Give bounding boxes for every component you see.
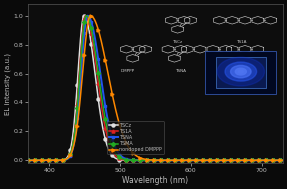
- TSCz: [144, 159, 147, 161]
- nondoped DMPPP: [39, 159, 43, 161]
- TSCz: [274, 159, 277, 161]
- TSCz: [82, 15, 86, 17]
- Line: TS1A: TS1A: [27, 14, 284, 162]
- nondoped DMPPP: [227, 159, 230, 161]
- TSCz: [26, 159, 30, 161]
- TS1A: [144, 159, 147, 161]
- nondoped DMPPP: [144, 158, 147, 160]
- Line: TSMA: TSMA: [27, 14, 284, 162]
- TSCz: [227, 159, 230, 161]
- nondoped DMPPP: [26, 159, 30, 161]
- Line: TSNA: TSNA: [27, 14, 284, 162]
- Line: nondoped DMPPP: nondoped DMPPP: [27, 14, 284, 162]
- TSNA: [86, 15, 89, 17]
- TSMA: [26, 159, 30, 161]
- TSCz: [150, 159, 154, 161]
- TSMA: [150, 159, 154, 161]
- TSMA: [274, 159, 277, 161]
- TSMA: [84, 15, 88, 17]
- TSMA: [227, 159, 230, 161]
- TS1A: [84, 15, 87, 17]
- TS1A: [227, 159, 230, 161]
- TSNA: [26, 159, 30, 161]
- nondoped DMPPP: [281, 159, 284, 161]
- TS1A: [281, 159, 284, 161]
- TS1A: [39, 159, 43, 161]
- TSNA: [144, 159, 147, 161]
- Line: TSCz: TSCz: [27, 14, 284, 162]
- TSNA: [274, 159, 277, 161]
- TSNA: [274, 159, 277, 161]
- TS1A: [274, 159, 277, 161]
- TSNA: [281, 159, 284, 161]
- TS1A: [274, 159, 277, 161]
- TSCz: [274, 159, 277, 161]
- Y-axis label: EL intensity (a.u.): EL intensity (a.u.): [4, 53, 11, 115]
- nondoped DMPPP: [274, 159, 277, 161]
- nondoped DMPPP: [274, 159, 277, 161]
- TS1A: [150, 159, 154, 161]
- TSMA: [144, 159, 147, 161]
- X-axis label: Wavelength (nm): Wavelength (nm): [123, 176, 189, 185]
- TSMA: [39, 159, 43, 161]
- TSNA: [227, 159, 230, 161]
- TSCz: [281, 159, 284, 161]
- TSNA: [150, 159, 154, 161]
- TS1A: [26, 159, 30, 161]
- nondoped DMPPP: [89, 15, 92, 17]
- TSNA: [39, 159, 43, 161]
- TSCz: [39, 159, 43, 161]
- TSMA: [281, 159, 284, 161]
- TSMA: [274, 159, 277, 161]
- Legend: TSCz, TS1A, TSNA, TSMA, nondoped DMPPP: TSCz, TS1A, TSNA, TSMA, nondoped DMPPP: [107, 121, 164, 154]
- nondoped DMPPP: [150, 159, 154, 161]
